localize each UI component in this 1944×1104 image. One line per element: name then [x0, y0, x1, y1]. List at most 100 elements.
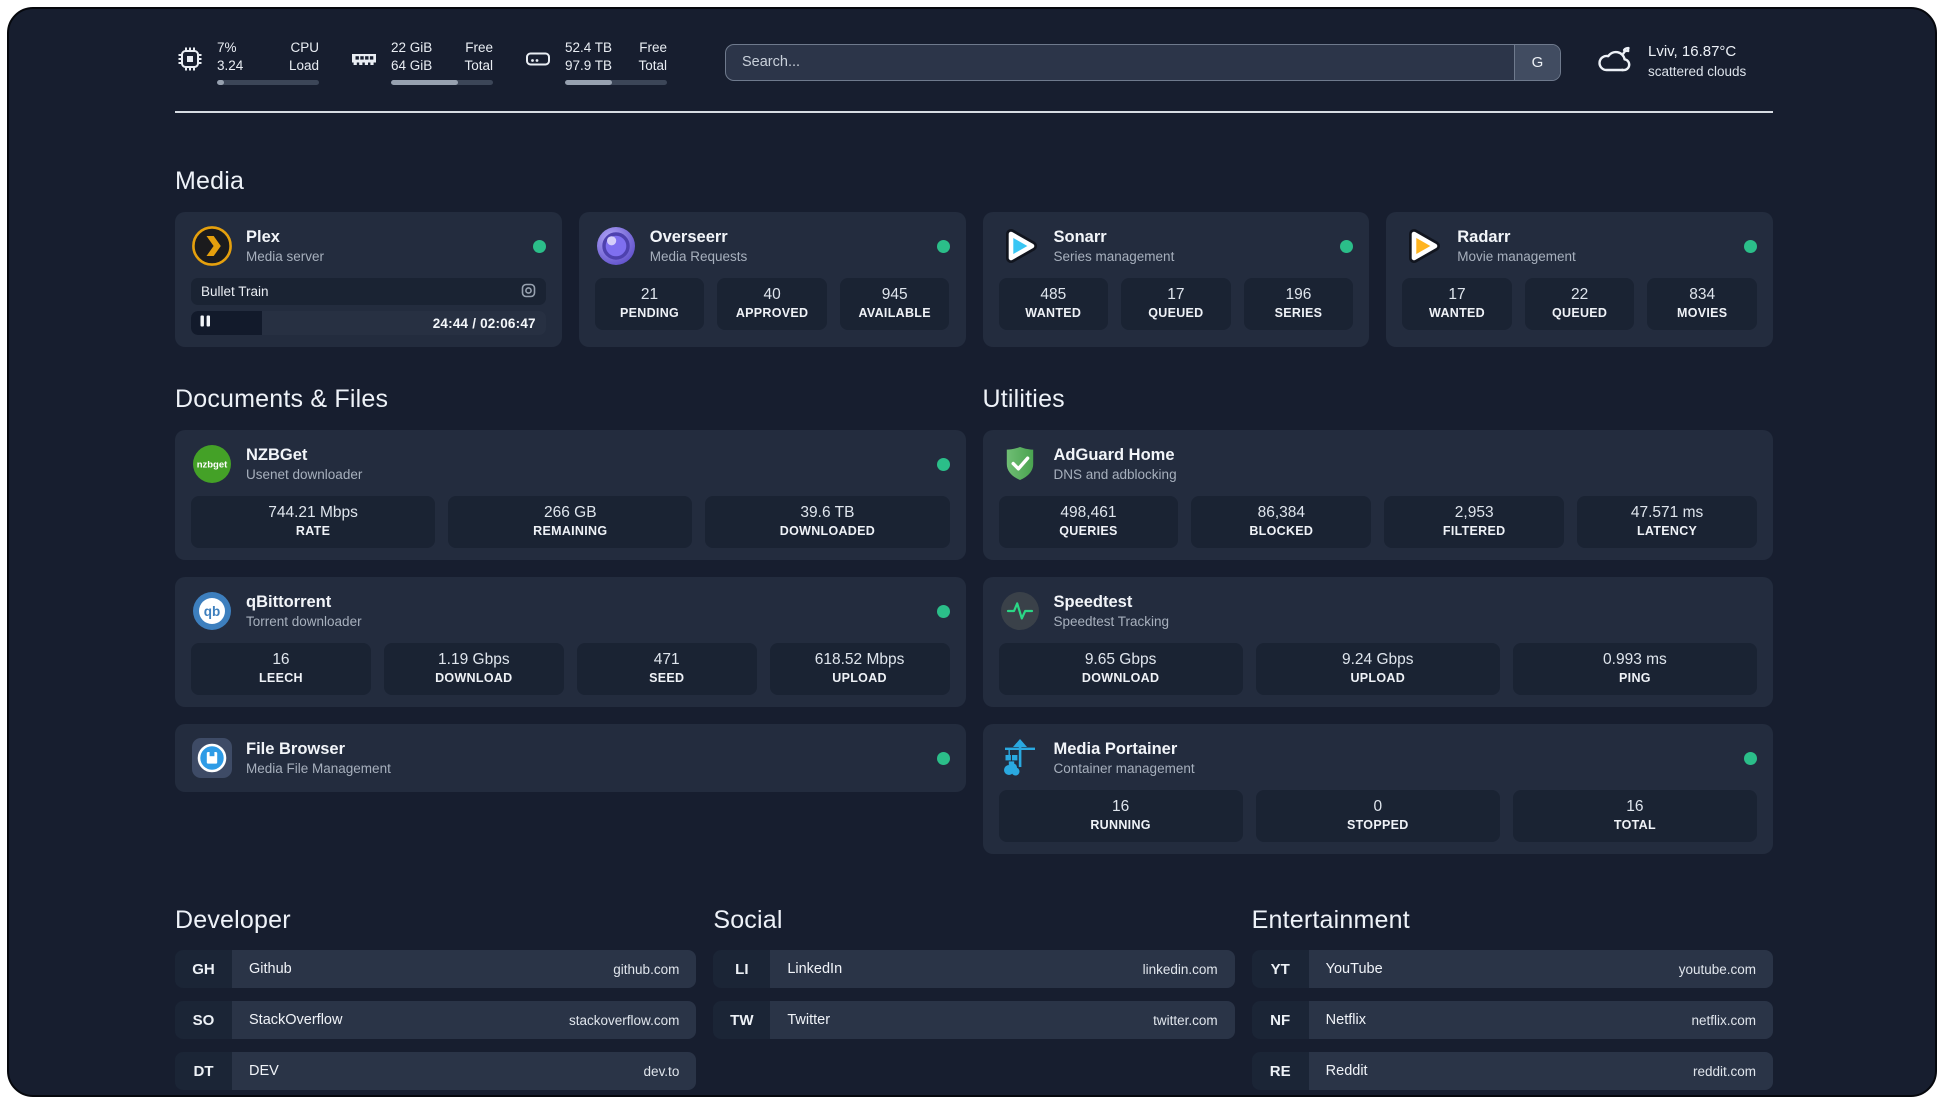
- plex-icon: [191, 225, 233, 267]
- section-title-utilities: Utilities: [982, 385, 1065, 413]
- card-filebrowser[interactable]: File Browser Media File Management: [175, 724, 966, 792]
- stat-box: 16 TOTAL: [1512, 790, 1758, 842]
- disk-meter: [565, 80, 667, 85]
- card-portainer[interactable]: Media Portainer Container management 16 …: [982, 724, 1773, 854]
- cloud-icon: [1595, 43, 1635, 82]
- now-playing-row: Bullet Train: [191, 278, 546, 305]
- svg-text:nzbget: nzbget: [197, 460, 228, 471]
- stat-box: 47.571 ms LATENCY: [1577, 496, 1757, 548]
- playback-bar[interactable]: 24:44 / 02:06:47: [191, 311, 546, 335]
- card-speedtest[interactable]: Speedtest Speedtest Tracking 9.65 Gbps D…: [982, 577, 1773, 707]
- metric-ram: 22 GiB 64 GiB Free Total: [349, 39, 493, 85]
- link-netflix[interactable]: NF Netflix netflix.com: [1251, 1001, 1773, 1039]
- card-qbittorrent[interactable]: qb qBittorrent Torrent downloader 16 LEE…: [175, 577, 966, 707]
- stat-box: 618.52 Mbps UPLOAD: [769, 643, 950, 695]
- link-url: reddit.com: [1692, 1063, 1756, 1079]
- section-title-entertainment: Entertainment: [1251, 906, 1410, 934]
- app-name: File Browser: [246, 739, 346, 758]
- stat-box: 40 APPROVED: [717, 278, 827, 330]
- app-subtitle: Movie management: [1457, 248, 1576, 264]
- section-title-developer: Developer: [175, 906, 291, 934]
- stat-box: 16 RUNNING: [998, 790, 1243, 842]
- card-overseerr[interactable]: Overseerr Media Requests 21 PENDING 40 A…: [578, 212, 966, 347]
- section-title-documents: Documents & Files: [175, 385, 389, 413]
- link-name: LinkedIn: [787, 961, 843, 977]
- app-name: Media Portainer: [1053, 739, 1178, 758]
- disk-free-value: 52.4 TB: [565, 40, 613, 55]
- status-dot: [936, 604, 950, 618]
- link-github[interactable]: GH Github github.com: [175, 950, 697, 988]
- link-twitter[interactable]: TW Twitter twitter.com: [713, 1001, 1235, 1039]
- search-engine-button[interactable]: G: [1514, 44, 1560, 80]
- card-nzbget[interactable]: nzbget NZBGet Usenet downloader 744.21 M…: [175, 430, 966, 560]
- stat-box: 21 PENDING: [594, 278, 705, 330]
- link-linkedin[interactable]: LI LinkedIn linkedin.com: [713, 950, 1235, 988]
- stat-box: 485 WANTED: [998, 278, 1109, 330]
- settings-icon[interactable]: [521, 283, 536, 301]
- stat-box: 17 WANTED: [1402, 278, 1512, 330]
- stat-box: 16 LEECH: [191, 643, 371, 695]
- link-name: StackOverflow: [249, 1012, 343, 1028]
- link-name: Reddit: [1325, 1063, 1368, 1079]
- load-label: Load: [288, 58, 319, 73]
- stat-box: 39.6 TB DOWNLOADED: [705, 496, 950, 548]
- stat-box: 471 SEED: [576, 643, 757, 695]
- app-subtitle: Speedtest Tracking: [1053, 613, 1170, 629]
- app-subtitle: Media Requests: [649, 248, 748, 264]
- card-sonarr[interactable]: Sonarr Series management 485 WANTED 17 Q…: [982, 212, 1370, 347]
- app-name: Radarr: [1457, 227, 1511, 246]
- link-url: linkedin.com: [1142, 961, 1218, 977]
- header-divider: [175, 111, 1773, 113]
- app-name: Sonarr: [1053, 227, 1107, 246]
- search-input[interactable]: [726, 44, 1514, 80]
- stat-box: 0.993 ms PING: [1512, 643, 1758, 695]
- stat-box: 498,461 QUERIES: [998, 496, 1179, 548]
- link-name: Netflix: [1325, 1012, 1366, 1028]
- app-name: Plex: [246, 227, 280, 246]
- link-url: youtube.com: [1678, 961, 1756, 977]
- top-bar: 7% 3.24 CPU Load: [175, 39, 1773, 85]
- ram-total-label: Total: [464, 58, 493, 73]
- app-name: AdGuard Home: [1053, 445, 1175, 464]
- link-abbr: YT: [1251, 950, 1309, 988]
- now-playing-title: Bullet Train: [201, 284, 269, 299]
- ram-total-value: 64 GiB: [391, 58, 433, 73]
- link-url: netflix.com: [1691, 1012, 1756, 1028]
- cpu-percent: 7%: [217, 40, 237, 55]
- status-dot: [1340, 239, 1354, 253]
- stat-box: 9.65 Gbps DOWNLOAD: [998, 643, 1243, 695]
- stat-box: 744.21 Mbps RATE: [191, 496, 436, 548]
- link-reddit[interactable]: RE Reddit reddit.com: [1251, 1052, 1773, 1090]
- link-url: stackoverflow.com: [569, 1012, 680, 1028]
- card-plex[interactable]: Plex Media server Bullet Train: [175, 212, 562, 347]
- sonarr-icon: [999, 225, 1041, 267]
- stat-box: 945 AVAILABLE: [839, 278, 950, 330]
- stat-box: 196 SERIES: [1243, 278, 1354, 330]
- link-dev[interactable]: DT DEV dev.to: [175, 1052, 697, 1090]
- weather-location: Lviv, 16.87°C: [1648, 43, 1737, 60]
- section-title-media: Media: [175, 167, 245, 195]
- weather-widget: Lviv, 16.87°C scattered clouds: [1595, 42, 1773, 82]
- status-dot: [936, 751, 950, 765]
- card-radarr[interactable]: Radarr Movie management 17 WANTED 22 QUE…: [1386, 212, 1773, 347]
- app-subtitle: Media File Management: [246, 760, 391, 776]
- app-subtitle: Container management: [1053, 760, 1195, 776]
- app-subtitle: Media server: [246, 248, 325, 264]
- stat-box: 17 QUEUED: [1121, 278, 1231, 330]
- section-developer: Developer GH Github github.com SO StackO…: [175, 906, 697, 1090]
- link-name: Github: [249, 961, 292, 977]
- link-abbr: LI: [713, 950, 771, 988]
- app-subtitle: Series management: [1053, 248, 1175, 264]
- metric-disk: 52.4 TB 97.9 TB Free Total: [523, 39, 667, 85]
- link-youtube[interactable]: YT YouTube youtube.com: [1251, 950, 1773, 988]
- card-adguard[interactable]: AdGuard Home DNS and adblocking 498,461 …: [982, 430, 1773, 560]
- status-dot: [936, 239, 950, 253]
- ram-free-label: Free: [465, 40, 493, 55]
- app-name: Speedtest: [1053, 592, 1133, 611]
- playback-time: 24:44 / 02:06:47: [432, 315, 536, 331]
- app-subtitle: Torrent downloader: [246, 613, 362, 629]
- stat-box: 834 MOVIES: [1647, 278, 1757, 330]
- app-name: Overseerr: [649, 227, 728, 246]
- cpu-load-value: 3.24: [217, 58, 244, 73]
- link-stackoverflow[interactable]: SO StackOverflow stackoverflow.com: [175, 1001, 697, 1039]
